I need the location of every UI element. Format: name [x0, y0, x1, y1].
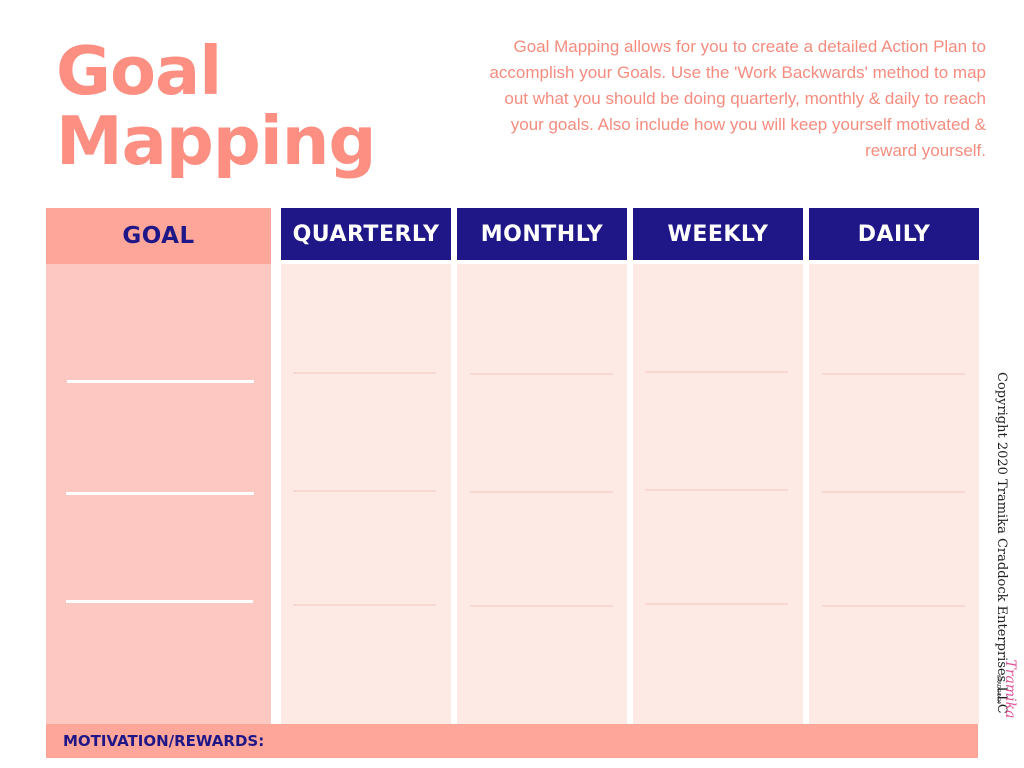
weekly-column: WEEKLY — [633, 208, 803, 724]
goal-body[interactable] — [46, 264, 271, 724]
monthly-line — [470, 373, 613, 375]
monthly-line — [470, 491, 613, 493]
quarterly-line — [293, 490, 436, 492]
weekly-body[interactable] — [633, 264, 803, 724]
title-line-2: Mapping — [56, 102, 376, 180]
motivation-rewards-label: MOTIVATION/REWARDS: — [63, 732, 265, 750]
daily-header-label: DAILY — [857, 221, 931, 247]
goal-line — [66, 600, 253, 603]
quarterly-line — [293, 372, 436, 374]
goal-line — [67, 380, 254, 383]
logo-subtext: CRADDOCK — [995, 675, 1001, 704]
weekly-header-label: WEEKLY — [667, 221, 769, 247]
quarterly-column: QUARTERLY — [281, 208, 451, 724]
daily-line — [822, 605, 965, 607]
daily-header: DAILY — [809, 208, 979, 260]
daily-line — [822, 373, 965, 375]
weekly-header: WEEKLY — [633, 208, 803, 260]
goal-column: GOAL — [46, 208, 271, 724]
daily-column: DAILY — [809, 208, 979, 724]
page-title: Goal Mapping — [56, 32, 376, 180]
monthly-column: MONTHLY — [457, 208, 627, 724]
weekly-line — [645, 603, 788, 605]
monthly-header-label: MONTHLY — [480, 221, 604, 247]
logo-script-text: Tramika — [1002, 660, 1018, 719]
daily-line — [822, 491, 965, 493]
goal-line — [66, 492, 254, 495]
monthly-body[interactable] — [457, 264, 627, 724]
monthly-header: MONTHLY — [457, 208, 627, 260]
goal-header: GOAL — [46, 208, 271, 264]
weekly-line — [645, 371, 788, 373]
quarterly-body[interactable] — [281, 264, 451, 724]
title-line-1: Goal — [56, 32, 222, 110]
monthly-line — [470, 605, 613, 607]
quarterly-header: QUARTERLY — [281, 208, 451, 260]
quarterly-line — [293, 604, 436, 606]
daily-body[interactable] — [809, 264, 979, 724]
quarterly-header-label: QUARTERLY — [292, 221, 440, 247]
intro-paragraph: Goal Mapping allows for you to create a … — [489, 37, 986, 160]
weekly-line — [645, 489, 788, 491]
brand-logo: Tramika CRADDOCK — [995, 660, 1018, 719]
goal-header-label: GOAL — [122, 223, 195, 249]
motivation-rewards-bar[interactable]: MOTIVATION/REWARDS: — [46, 724, 978, 758]
copyright-text: Copyright 2020 Tramika Craddock Enterpri… — [994, 372, 1009, 714]
